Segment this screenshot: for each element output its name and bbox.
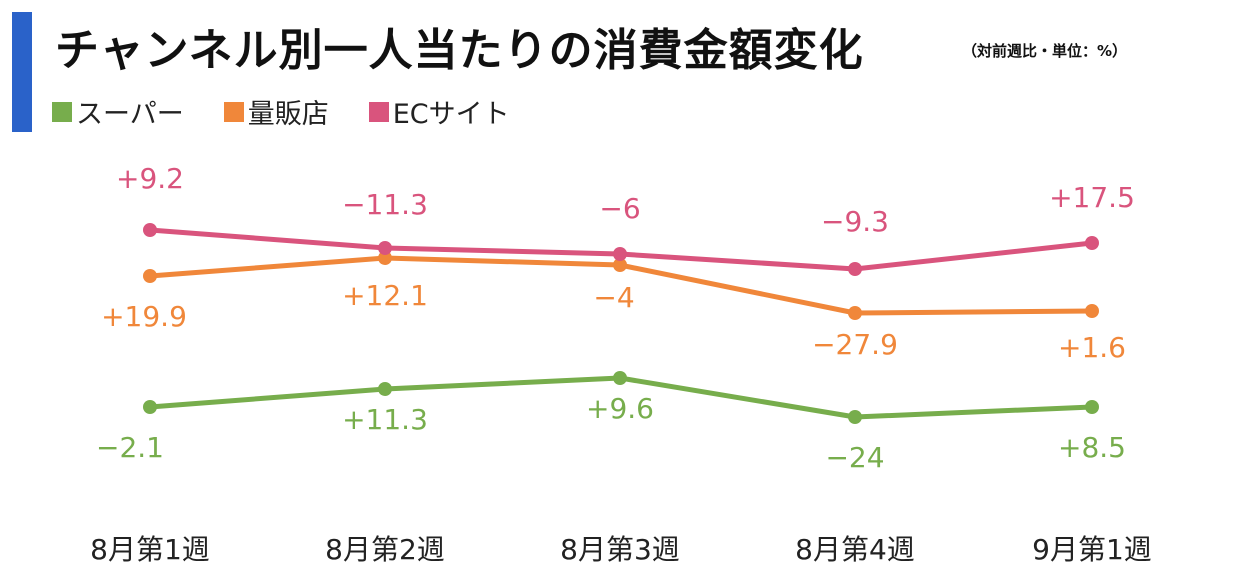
data-point — [613, 258, 627, 272]
legend-label: 量販店 — [247, 99, 329, 130]
data-point — [1085, 400, 1099, 414]
data-label: +1.6 — [1058, 331, 1126, 364]
chart-title: チャンネル別一人当たりの消費金額変化 — [55, 25, 864, 76]
data-point — [848, 410, 862, 424]
data-label: +8.5 — [1058, 431, 1126, 464]
x-tick-label: 9月第1週 — [1032, 533, 1152, 566]
data-label: −2.1 — [96, 431, 164, 464]
data-label: +17.5 — [1049, 181, 1135, 214]
title-accent-bar — [12, 12, 32, 132]
data-point — [143, 223, 157, 237]
data-point — [848, 306, 862, 320]
data-point — [1085, 236, 1099, 250]
legend-label: スーパー — [76, 99, 184, 130]
data-label: −24 — [825, 441, 884, 474]
data-point — [613, 371, 627, 385]
data-point — [613, 247, 627, 261]
x-tick-label: 8月第4週 — [795, 533, 915, 566]
x-tick-label: 8月第1週 — [90, 533, 210, 566]
data-label: +11.3 — [342, 403, 428, 436]
data-point — [848, 262, 862, 276]
data-point — [378, 382, 392, 396]
legend-label: ECサイト — [392, 99, 510, 130]
x-tick-label: 8月第3週 — [560, 533, 680, 566]
x-tick-label: 8月第2週 — [325, 533, 445, 566]
legend-swatch — [368, 101, 389, 122]
legend-item-ec-site: ECサイト — [368, 92, 510, 131]
data-point — [378, 251, 392, 265]
data-label: +9.2 — [116, 162, 184, 195]
data-label: −4 — [593, 281, 634, 314]
data-label: −6 — [599, 192, 640, 225]
data-label: −11.3 — [342, 188, 428, 221]
legend-swatch — [52, 101, 72, 122]
chart-subtitle: （対前週比・単位：%） — [962, 42, 1128, 60]
data-point — [1085, 304, 1099, 318]
data-label: +12.1 — [342, 279, 428, 312]
data-label: −27.9 — [812, 328, 898, 361]
data-label: +9.6 — [586, 392, 654, 425]
legend: スーパー 量販店 ECサイト — [52, 92, 510, 131]
legend-item-supermarket: スーパー — [52, 92, 184, 131]
data-point — [378, 241, 392, 255]
data-label: +19.9 — [101, 300, 187, 333]
data-point — [143, 400, 157, 414]
legend-swatch — [223, 101, 244, 122]
legend-item-mass-retailer: 量販店 — [223, 92, 329, 131]
data-label: −9.3 — [821, 205, 889, 238]
data-point — [143, 269, 157, 283]
